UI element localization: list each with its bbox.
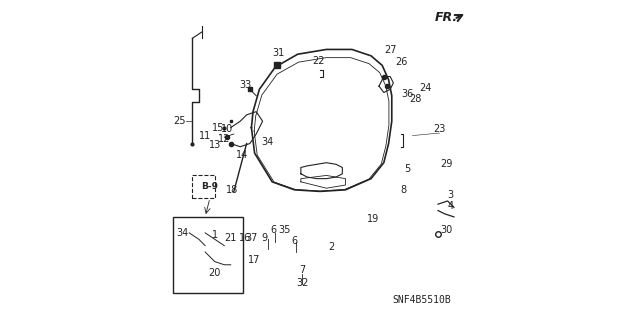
Text: 14: 14 <box>236 150 248 160</box>
Text: 23: 23 <box>433 124 446 134</box>
Text: 25: 25 <box>173 116 186 126</box>
Text: 31: 31 <box>273 48 285 58</box>
Text: 13: 13 <box>209 140 221 150</box>
Text: 36: 36 <box>402 89 414 99</box>
Text: 33: 33 <box>239 80 251 90</box>
Bar <box>173 217 243 293</box>
Text: 3: 3 <box>448 190 454 200</box>
Text: 20: 20 <box>209 268 221 278</box>
Text: 27: 27 <box>384 45 396 55</box>
Text: 34: 34 <box>177 228 189 238</box>
Text: 21: 21 <box>225 233 237 243</box>
Text: 4: 4 <box>448 201 454 211</box>
Text: 2: 2 <box>328 242 334 252</box>
Text: B-9: B-9 <box>202 182 218 191</box>
Text: 7: 7 <box>300 265 305 275</box>
Text: 19: 19 <box>367 214 379 224</box>
Text: 17: 17 <box>248 255 260 265</box>
Text: 32: 32 <box>296 278 308 287</box>
Text: 26: 26 <box>395 57 408 67</box>
Text: 8: 8 <box>400 185 406 195</box>
Text: FR.: FR. <box>435 11 458 24</box>
Bar <box>193 175 215 198</box>
Text: 11: 11 <box>199 131 211 141</box>
Text: 15: 15 <box>212 123 224 133</box>
Text: 29: 29 <box>440 160 452 169</box>
Text: 12: 12 <box>218 134 230 144</box>
Text: 6: 6 <box>291 236 298 246</box>
Text: 1: 1 <box>212 230 218 240</box>
Text: 28: 28 <box>410 94 422 104</box>
Text: 5: 5 <box>404 164 411 174</box>
Text: 16: 16 <box>239 233 251 243</box>
Text: 37: 37 <box>245 233 258 243</box>
Text: 18: 18 <box>226 185 239 195</box>
Text: 24: 24 <box>419 83 431 93</box>
Text: 35: 35 <box>279 225 291 235</box>
Text: 9: 9 <box>261 233 268 243</box>
Text: 22: 22 <box>312 56 324 66</box>
Text: 6: 6 <box>271 225 277 235</box>
Text: 10: 10 <box>221 124 234 134</box>
Text: 30: 30 <box>440 225 452 235</box>
Text: 34: 34 <box>261 137 273 147</box>
Text: SNF4B5510B: SNF4B5510B <box>393 295 451 305</box>
